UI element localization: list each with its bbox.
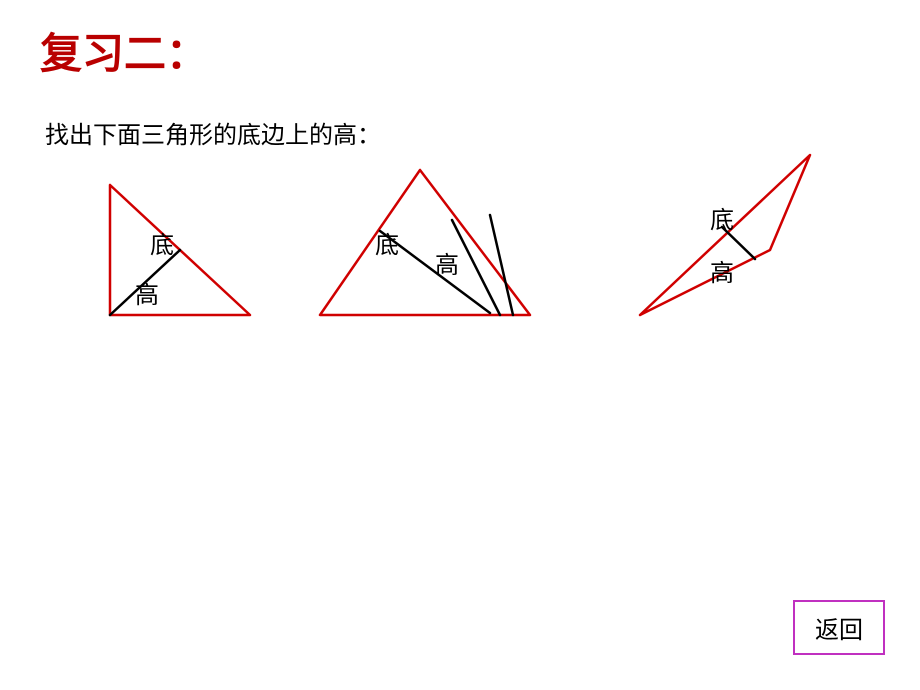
triangle-1-base-label: 底	[150, 225, 174, 260]
geometry-svg	[0, 145, 920, 495]
triangle-2-base-label: 底	[375, 225, 399, 260]
triangle-2-height-label: 高	[435, 245, 459, 280]
triangle-3-height-label: 高	[710, 253, 734, 288]
slide-title: 复习二：	[40, 20, 208, 81]
diagram-area: 底 高 底 高 底 高	[0, 145, 920, 495]
triangle-2	[320, 170, 530, 315]
return-button[interactable]: 返回	[793, 600, 885, 655]
triangle-1-height-label: 高	[135, 275, 159, 310]
triangle-3-base-label: 底	[710, 200, 734, 235]
triangle-3	[640, 155, 810, 315]
